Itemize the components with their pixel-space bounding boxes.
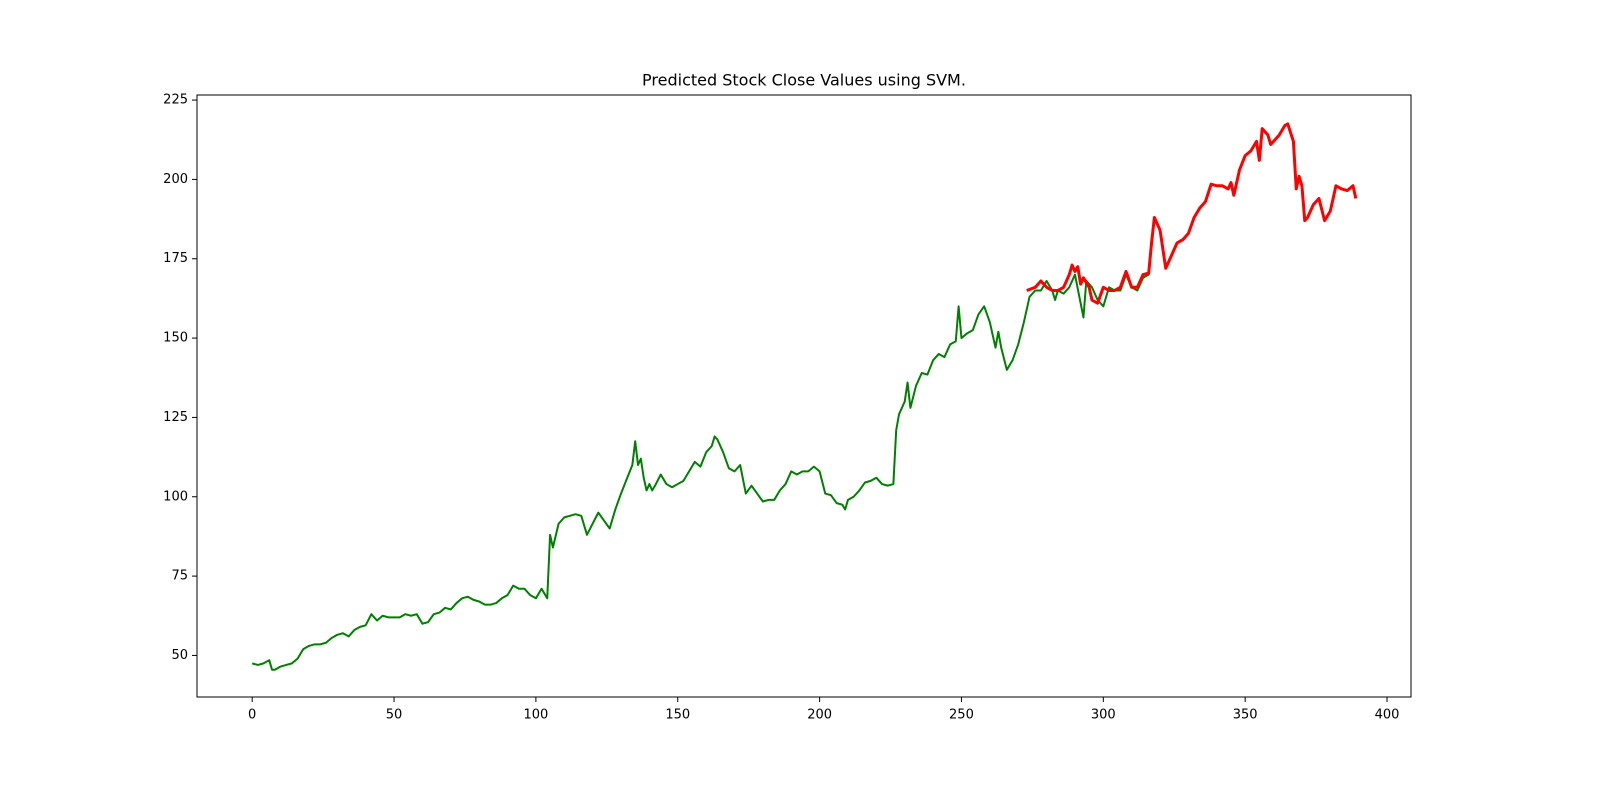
x-tick-label: 200 bbox=[807, 708, 832, 723]
y-tick-label: 75 bbox=[171, 569, 188, 584]
x-tick-label: 300 bbox=[1091, 708, 1116, 723]
y-tick-label: 50 bbox=[171, 648, 188, 663]
x-tick-label: 350 bbox=[1233, 708, 1258, 723]
x-tick-label: 150 bbox=[665, 708, 690, 723]
x-tick-label: 400 bbox=[1375, 708, 1400, 723]
x-tick-label: 50 bbox=[386, 708, 403, 723]
chart-title: Predicted Stock Close Values using SVM. bbox=[642, 71, 966, 90]
plot-frame bbox=[196, 94, 1412, 698]
y-tick-label: 150 bbox=[163, 331, 188, 346]
y-tick-label: 100 bbox=[163, 489, 188, 504]
x-tick-label: 100 bbox=[523, 708, 548, 723]
x-tick-label: 250 bbox=[949, 708, 974, 723]
y-tick-label: 225 bbox=[163, 93, 188, 108]
x-tick-label: 0 bbox=[248, 708, 256, 723]
y-tick-label: 175 bbox=[163, 251, 188, 266]
series-line bbox=[1026, 122, 1358, 305]
y-tick-label: 125 bbox=[163, 410, 188, 425]
y-tick-label: 200 bbox=[163, 172, 188, 187]
